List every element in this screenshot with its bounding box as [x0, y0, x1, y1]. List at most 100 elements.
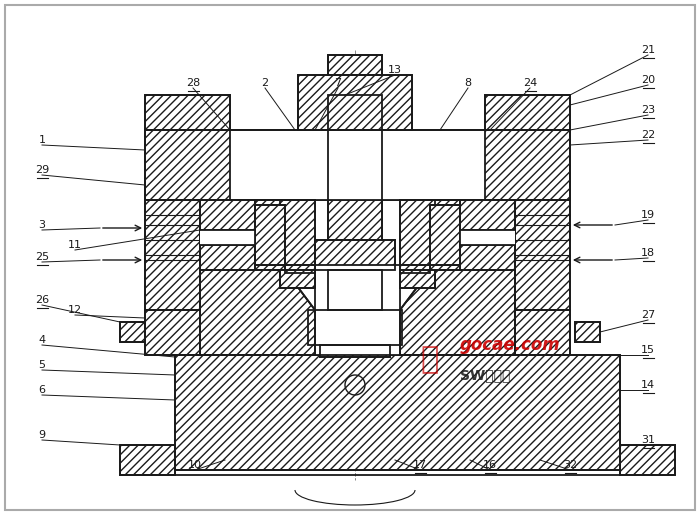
- Bar: [328, 95, 382, 240]
- Bar: [435, 200, 515, 265]
- Text: 6: 6: [38, 385, 46, 395]
- Bar: [515, 310, 570, 355]
- Text: 25: 25: [35, 252, 49, 262]
- Polygon shape: [400, 270, 515, 355]
- Text: 1: 1: [38, 135, 46, 145]
- Bar: [298, 75, 412, 130]
- Text: 27: 27: [641, 310, 655, 320]
- Bar: [485, 95, 570, 130]
- Bar: [328, 55, 382, 75]
- Bar: [328, 270, 382, 310]
- Bar: [175, 355, 620, 470]
- Bar: [145, 95, 230, 130]
- Bar: [515, 200, 570, 310]
- Text: 12: 12: [68, 305, 82, 315]
- Text: 29: 29: [35, 165, 49, 175]
- Text: 10: 10: [188, 460, 202, 470]
- Bar: [308, 310, 402, 345]
- Bar: [145, 95, 230, 130]
- Bar: [255, 205, 285, 265]
- Text: 4: 4: [38, 335, 46, 345]
- Bar: [400, 270, 435, 288]
- Bar: [320, 345, 390, 357]
- Bar: [285, 265, 315, 273]
- Text: 19: 19: [641, 210, 655, 220]
- Text: 7: 7: [335, 78, 342, 88]
- Text: 15: 15: [641, 345, 655, 355]
- Bar: [145, 310, 200, 355]
- Bar: [255, 205, 285, 265]
- Text: 5: 5: [38, 360, 46, 370]
- Bar: [575, 322, 600, 342]
- Bar: [145, 130, 570, 200]
- Bar: [200, 200, 255, 230]
- Bar: [175, 355, 620, 470]
- Bar: [145, 200, 200, 310]
- Bar: [328, 95, 382, 240]
- Text: SW教程网: SW教程网: [460, 368, 510, 382]
- Text: 🔰: 🔰: [421, 346, 439, 374]
- Text: 14: 14: [641, 380, 655, 390]
- Bar: [315, 240, 395, 270]
- Text: 17: 17: [413, 460, 427, 470]
- Text: 26: 26: [35, 295, 49, 305]
- Text: 8: 8: [464, 78, 472, 88]
- Bar: [280, 270, 315, 288]
- Bar: [515, 310, 570, 355]
- Bar: [200, 230, 255, 245]
- Bar: [460, 200, 515, 230]
- Text: 9: 9: [38, 430, 46, 440]
- Polygon shape: [200, 270, 315, 355]
- Bar: [460, 245, 515, 270]
- Text: 23: 23: [641, 105, 655, 115]
- Bar: [145, 200, 200, 310]
- Text: gocae.com: gocae.com: [460, 336, 561, 354]
- Text: 22: 22: [641, 130, 655, 140]
- Text: 13: 13: [388, 65, 402, 75]
- Bar: [315, 265, 400, 355]
- Bar: [328, 55, 382, 75]
- Bar: [280, 270, 315, 288]
- Bar: [145, 130, 570, 200]
- Bar: [460, 200, 515, 230]
- Bar: [120, 445, 175, 475]
- Bar: [200, 200, 255, 230]
- Bar: [400, 270, 435, 288]
- Bar: [460, 230, 515, 245]
- Bar: [120, 445, 175, 475]
- Text: 2: 2: [261, 78, 269, 88]
- Text: 24: 24: [523, 78, 537, 88]
- Bar: [120, 322, 145, 342]
- Bar: [430, 205, 460, 265]
- Bar: [308, 310, 402, 345]
- Bar: [200, 245, 255, 270]
- Bar: [145, 310, 200, 355]
- Bar: [200, 245, 255, 270]
- Bar: [435, 200, 515, 265]
- Text: 18: 18: [641, 248, 655, 258]
- Bar: [460, 245, 515, 270]
- Text: 3: 3: [38, 220, 46, 230]
- Bar: [400, 265, 430, 273]
- Text: 20: 20: [641, 75, 655, 85]
- Bar: [298, 75, 412, 130]
- Bar: [120, 322, 145, 342]
- Text: 31: 31: [641, 435, 655, 445]
- Bar: [575, 322, 600, 342]
- Text: 11: 11: [68, 240, 82, 250]
- Text: 32: 32: [563, 460, 577, 470]
- Bar: [430, 205, 460, 265]
- Bar: [285, 265, 315, 273]
- Bar: [620, 445, 675, 475]
- Text: 16: 16: [483, 460, 497, 470]
- Bar: [200, 200, 280, 265]
- Text: 21: 21: [641, 45, 655, 55]
- Bar: [200, 200, 280, 265]
- Bar: [315, 240, 395, 270]
- Bar: [328, 270, 382, 310]
- Polygon shape: [400, 200, 515, 270]
- Bar: [620, 445, 675, 475]
- Bar: [230, 130, 485, 200]
- Polygon shape: [200, 200, 315, 270]
- Bar: [400, 265, 430, 273]
